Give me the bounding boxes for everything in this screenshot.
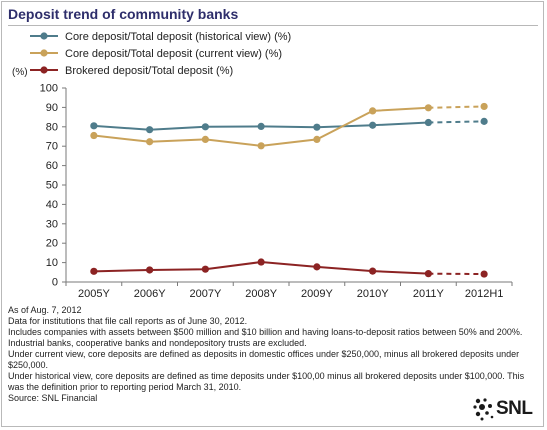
- snl-logo-icon: [473, 398, 494, 421]
- footnotes: As of Aug. 7, 2012 Data for institutions…: [8, 305, 528, 404]
- data-point: [480, 270, 488, 278]
- y-tick-label: 90: [46, 102, 58, 114]
- legend-swatch-marker: [40, 49, 48, 57]
- x-tick-label: 2006Y: [134, 288, 166, 300]
- data-point: [201, 123, 209, 131]
- title-divider: [8, 25, 538, 26]
- data-point: [480, 117, 488, 125]
- data-point: [146, 126, 154, 134]
- data-point: [313, 263, 321, 271]
- line-chart: 0 10 20 30 40 50 60 70 80 90 100 (%) 2005Y 2006Y 2007Y…: [12, 31, 513, 300]
- footnote-exclusion: Industrial banks, cooperative banks and …: [8, 338, 307, 348]
- legend-swatch-marker: [40, 32, 48, 40]
- y-tick-label: 0: [52, 277, 58, 289]
- data-point: [201, 265, 209, 273]
- x-tick-label: 2007Y: [189, 288, 221, 300]
- x-tick-label: 2005Y: [78, 288, 110, 300]
- y-tick-label: 70: [46, 141, 58, 153]
- data-point: [424, 270, 432, 278]
- data-point: [90, 131, 98, 140]
- data-point: [369, 107, 377, 115]
- series-line-projected: [428, 120, 485, 124]
- x-tick-label: 2008Y: [245, 288, 277, 300]
- snl-logo: SNL: [472, 397, 542, 423]
- y-tick-label: 40: [46, 199, 58, 211]
- data-point: [369, 267, 377, 275]
- data-point: [313, 123, 321, 131]
- data-point: [313, 135, 321, 144]
- footnote-data-scope: Data for institutions that file call rep…: [8, 316, 248, 326]
- chart-title: Deposit trend of community banks: [8, 6, 239, 22]
- y-tick-label: 60: [46, 160, 58, 172]
- legend-label: Brokered deposit/Total deposit (%): [65, 65, 233, 77]
- data-point: [257, 142, 265, 150]
- footnote-source: Source: SNL Financial: [8, 393, 98, 403]
- data-point: [424, 104, 432, 112]
- data-point: [90, 122, 98, 130]
- legend-label: Core deposit/Total deposit (current view…: [65, 48, 282, 60]
- snl-logo-text: SNL: [496, 398, 533, 419]
- data-point: [424, 118, 432, 127]
- data-point: [146, 138, 154, 146]
- x-tick-label: 2010Y: [357, 288, 389, 300]
- data-point: [480, 102, 488, 111]
- y-tick-label: 100: [40, 83, 58, 95]
- x-tick-label: 2011Y: [413, 288, 445, 300]
- footnote-date: As of Aug. 7, 2012: [8, 305, 82, 315]
- data-point: [90, 267, 98, 275]
- data-point: [257, 122, 265, 131]
- x-tick-label: 2012H1: [465, 288, 504, 300]
- legend-swatch-marker: [40, 66, 48, 74]
- y-tick-label: 10: [46, 257, 58, 269]
- y-tick-label: 80: [46, 121, 58, 133]
- data-point: [257, 258, 265, 266]
- y-axis-label: (%): [12, 67, 28, 78]
- x-tick-label: 2009Y: [301, 288, 333, 300]
- footnote-historical-view: Under historical view, core deposits are…: [8, 371, 525, 392]
- data-point: [369, 121, 377, 129]
- footnote-current-view: Under current view, core deposits are de…: [8, 349, 520, 370]
- legend-label: Core deposit/Total deposit (historical v…: [65, 31, 291, 43]
- y-tick-label: 30: [46, 218, 58, 230]
- data-point: [201, 135, 209, 144]
- y-tick-label: 20: [46, 238, 58, 250]
- y-tick-label: 50: [46, 180, 58, 192]
- series-line-projected: [428, 105, 485, 109]
- data-point: [146, 266, 154, 274]
- footnote-inclusion: Includes companies with assets between $…: [8, 327, 523, 337]
